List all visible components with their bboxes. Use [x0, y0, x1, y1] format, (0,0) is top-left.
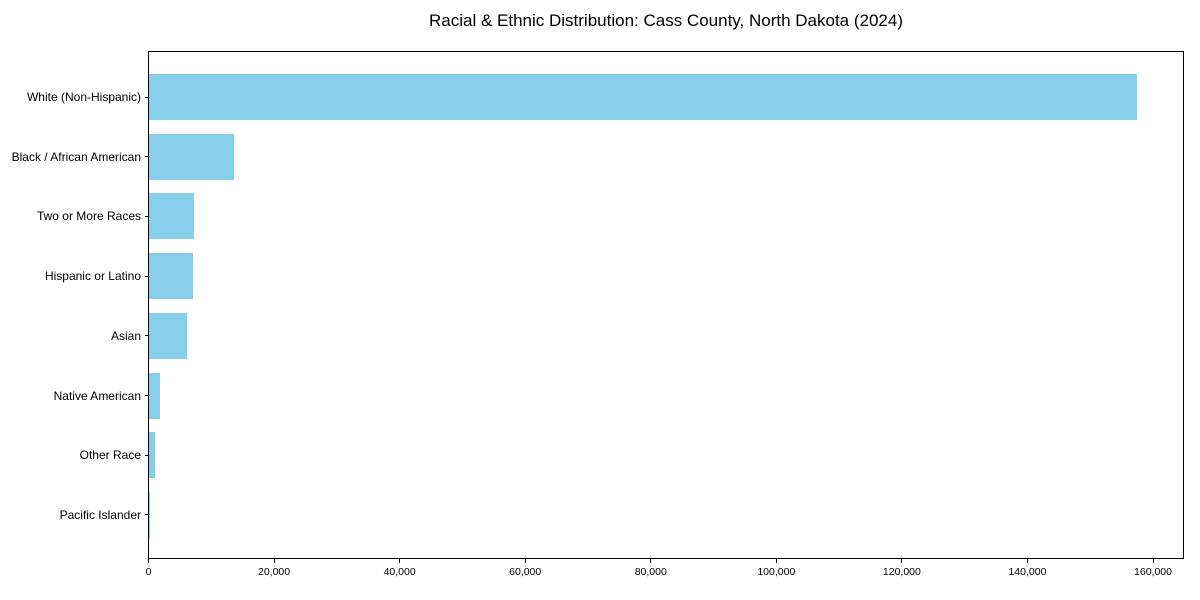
y-axis-label: Hispanic or Latino — [44, 269, 141, 284]
x-tick-mark — [399, 559, 401, 563]
bar-white-non-hispanic — [149, 74, 1137, 120]
y-tick-mark — [144, 275, 149, 277]
plot-area — [148, 51, 1184, 559]
y-tick-mark — [144, 215, 149, 217]
bar-pacific-islander — [149, 491, 150, 538]
x-tick-label: 60,000 — [509, 566, 542, 578]
x-tick-mark — [1026, 559, 1028, 563]
x-tick-label: 160,000 — [1134, 566, 1172, 578]
y-axis-label: Other Race — [79, 448, 141, 463]
x-tick-label: 120,000 — [882, 566, 921, 578]
bar-asian — [149, 312, 188, 359]
x-tick-mark — [524, 559, 526, 563]
bar-other-race — [149, 432, 156, 479]
y-tick-mark — [144, 335, 149, 337]
x-tick-label: 80,000 — [634, 566, 667, 578]
x-tick-label: 140,000 — [1008, 566, 1047, 578]
x-tick-label: 20,000 — [258, 566, 291, 578]
bar-hispanic-or-latino — [149, 253, 193, 300]
x-tick-mark — [148, 559, 149, 563]
y-axis-label: White (Non-Hispanic) — [26, 90, 141, 104]
y-axis-label: Native American — [53, 388, 141, 403]
y-axis-label: Asian — [110, 328, 141, 343]
chart-title: Racial & Ethnic Distribution: Cass Count… — [429, 11, 903, 30]
x-tick-label: 0 — [145, 566, 152, 578]
y-axis-label: Two or More Races — [36, 209, 141, 224]
x-tick-mark — [650, 559, 652, 563]
x-tick-mark — [901, 559, 903, 563]
x-tick-mark — [775, 559, 777, 563]
y-tick-mark — [144, 514, 149, 516]
y-axis-label: Black / African American — [11, 149, 141, 164]
y-axis-label: Pacific Islander — [59, 507, 141, 522]
y-tick-mark — [144, 454, 149, 456]
x-tick-mark — [1152, 559, 1154, 563]
x-tick-label: 100,000 — [757, 566, 796, 578]
y-tick-mark — [144, 96, 149, 98]
y-tick-mark — [144, 156, 149, 158]
bar-two-or-more-races — [149, 193, 195, 240]
y-tick-mark — [144, 395, 149, 396]
bar-black-african-american — [149, 133, 234, 180]
x-tick-mark — [273, 559, 275, 563]
bar-native-american — [149, 372, 161, 419]
x-tick-label: 40,000 — [383, 566, 416, 578]
